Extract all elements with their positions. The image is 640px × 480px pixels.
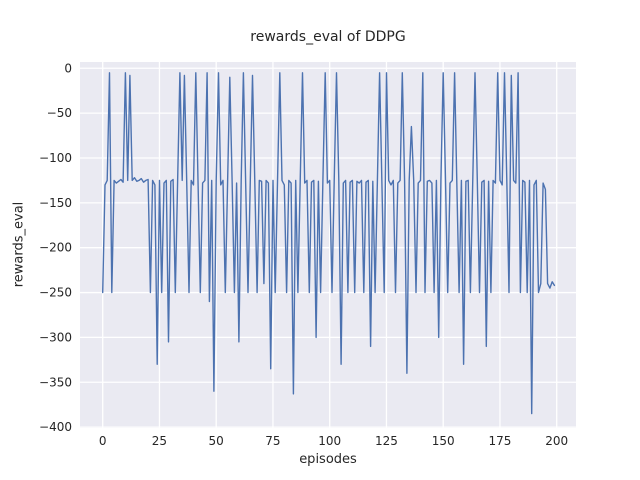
x-axis-label: episodes (299, 452, 357, 467)
y-tick-label: −350 (39, 375, 72, 389)
y-tick-label: −300 (39, 330, 72, 344)
x-tick-label: 125 (375, 434, 398, 448)
data-line-rewards_eval (101, 72, 556, 415)
x-tick-label: 100 (318, 434, 341, 448)
y-tick-label: −50 (47, 106, 72, 120)
y-tick-label: −100 (39, 151, 72, 165)
x-tick-label: 75 (265, 434, 280, 448)
y-tick-label: −150 (39, 196, 72, 210)
x-tick-label: 175 (489, 434, 512, 448)
x-tick-label: 150 (432, 434, 455, 448)
y-tick-label: −250 (39, 286, 72, 300)
y-tick-label: −400 (39, 420, 72, 434)
y-tick-label: −200 (39, 241, 72, 255)
x-tick-label: 25 (152, 434, 167, 448)
plot-area (80, 62, 576, 428)
chart-title: rewards_eval of DDPG (250, 29, 406, 45)
y-axis-label: rewards_eval (11, 201, 27, 288)
x-tick-label: 200 (545, 434, 568, 448)
y-axis-label-container: rewards_eval (8, 61, 30, 428)
y-tick-label: 0 (64, 61, 72, 75)
x-tick-label: 0 (99, 434, 107, 448)
x-tick-label: 50 (209, 434, 224, 448)
